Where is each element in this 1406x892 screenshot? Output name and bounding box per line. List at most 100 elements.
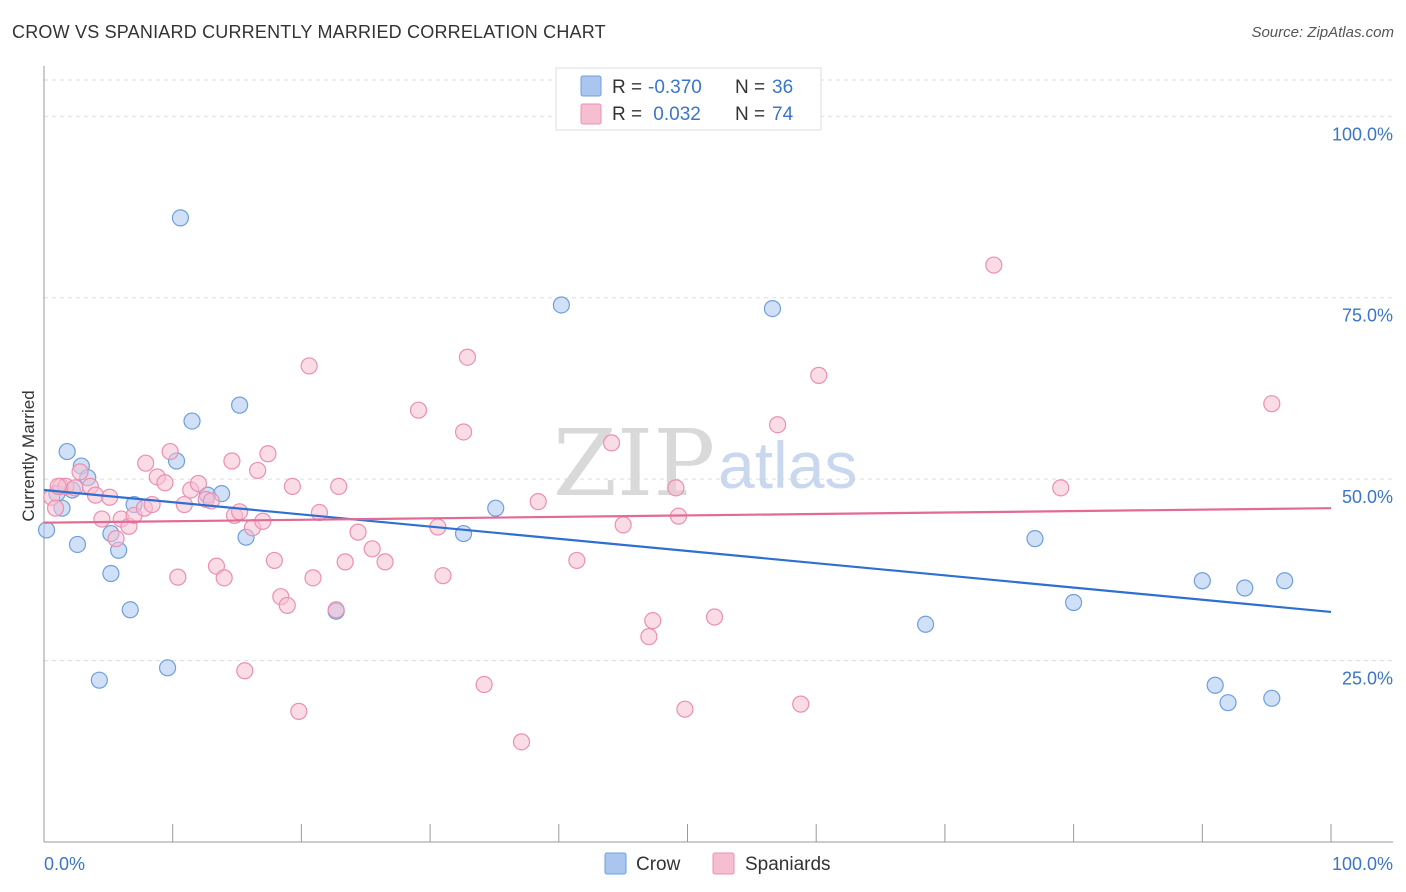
spaniards-point xyxy=(434,567,452,585)
spaniards-point xyxy=(409,401,428,419)
crow-point xyxy=(916,615,935,633)
y-tick-label: 75.0% xyxy=(1342,306,1393,326)
crow-point xyxy=(121,601,139,619)
spaniards-point xyxy=(327,601,345,619)
bottom-legend: Crow Spaniards xyxy=(604,852,831,875)
spaniards-point xyxy=(310,503,329,522)
crow-point xyxy=(1276,572,1294,590)
crow-point xyxy=(183,412,201,430)
spaniards-point xyxy=(705,608,724,626)
legend-crow-n-value: 36 xyxy=(772,77,793,98)
grid xyxy=(44,79,1393,662)
legend-crow-r-label: R = xyxy=(612,77,642,98)
crow-point xyxy=(158,659,177,677)
spaniards-point xyxy=(169,568,187,586)
spaniards-point xyxy=(475,675,493,694)
spaniards-point xyxy=(676,700,694,718)
spaniards-point xyxy=(304,569,322,587)
spaniards-point xyxy=(236,662,254,680)
spaniards-point xyxy=(349,523,367,541)
spaniards-point xyxy=(93,510,111,528)
legend-swatch-crow xyxy=(580,75,602,97)
crow-point xyxy=(68,535,87,554)
spaniards-point xyxy=(156,474,174,492)
legend-spaniards-n-value: 74 xyxy=(772,104,794,125)
legend-spaniards-r-value: 0.032 xyxy=(648,104,701,125)
spaniards-point xyxy=(512,733,531,751)
crow-point xyxy=(1236,579,1254,597)
spaniards-point xyxy=(614,516,632,534)
y-axis-label: Currently Married xyxy=(19,390,38,521)
crow-point xyxy=(1206,676,1224,694)
spaniards-point xyxy=(283,477,301,495)
bottom-legend-swatch-crow xyxy=(604,852,627,875)
spaniards-point xyxy=(330,477,348,495)
spaniards-point xyxy=(290,702,308,720)
source-label: Source: ZipAtlas.com xyxy=(1251,24,1394,41)
spaniards-point xyxy=(265,551,283,570)
crow-point xyxy=(171,209,190,227)
crow-point xyxy=(763,300,782,318)
spaniards-point xyxy=(644,612,662,630)
chart-title: CROW VS SPANIARD CURRENTLY MARRIED CORRE… xyxy=(12,22,606,42)
spaniards-point xyxy=(161,442,179,461)
spaniards-point xyxy=(376,553,394,571)
spaniards-point xyxy=(231,503,249,521)
bottom-legend-crow: Crow xyxy=(636,854,681,875)
spaniards-point xyxy=(249,461,267,480)
legend-spaniards-n-label: N = xyxy=(735,104,765,125)
legend-swatch-spaniards xyxy=(580,103,602,125)
crow-point xyxy=(1219,694,1237,712)
y-tick-label: 100.0% xyxy=(1332,124,1393,144)
crow-point xyxy=(102,564,120,583)
spaniards-point xyxy=(215,569,233,587)
crow-point xyxy=(487,499,505,517)
bottom-legend-spaniards: Spaniards xyxy=(745,854,831,875)
spaniards-point xyxy=(363,540,381,558)
top-legend: R = -0.370 N = 36 R = 0.032 N = 74 xyxy=(555,67,822,131)
spaniards-point xyxy=(602,434,621,452)
crow-point xyxy=(454,524,473,543)
watermark: ZIP atlas xyxy=(553,410,857,517)
spaniards-point xyxy=(667,479,685,497)
x-tick-label: 100.0% xyxy=(1332,854,1393,874)
spaniards-point xyxy=(300,357,318,375)
spaniards-point xyxy=(336,553,354,571)
crow-point xyxy=(1064,593,1083,612)
spaniards-point xyxy=(458,348,477,366)
spaniards-point xyxy=(640,628,658,646)
crow-point xyxy=(231,396,249,414)
y-tick-label: 50.0% xyxy=(1342,487,1393,507)
crow-trend-line xyxy=(43,488,1332,614)
spaniards-point xyxy=(792,695,810,713)
spaniards-point xyxy=(46,499,65,517)
spaniards-point xyxy=(278,596,296,615)
spaniards-point xyxy=(529,493,547,511)
spaniards-point xyxy=(768,416,787,434)
legend-crow-r-value: -0.370 xyxy=(648,77,702,98)
spaniards-point xyxy=(568,551,586,570)
spaniards-point xyxy=(223,452,241,470)
spaniards-point xyxy=(259,445,277,463)
spaniards-point xyxy=(189,474,208,493)
watermark-atlas: atlas xyxy=(718,428,857,502)
spaniards-point xyxy=(810,366,828,384)
tick-labels: 25.0% 50.0% 75.0% 100.0% 0.0% 100.0% xyxy=(44,124,1393,874)
crow-point xyxy=(1263,689,1281,707)
spaniards-point xyxy=(107,530,125,548)
axes xyxy=(43,66,1393,843)
spaniards-point xyxy=(985,256,1003,274)
bottom-legend-swatch-spaniards xyxy=(712,852,735,875)
crow-point xyxy=(552,296,570,314)
crow-point xyxy=(58,442,76,461)
crow-point xyxy=(1193,572,1211,590)
spaniards-point xyxy=(71,463,89,481)
spaniards-point xyxy=(1052,479,1070,497)
crow-point xyxy=(1026,530,1044,548)
crow-point xyxy=(90,671,108,689)
spaniards-trend-line xyxy=(43,507,1332,524)
crow-point xyxy=(37,521,56,539)
x-tick-label: 0.0% xyxy=(44,854,85,874)
spaniards-point xyxy=(454,423,473,441)
